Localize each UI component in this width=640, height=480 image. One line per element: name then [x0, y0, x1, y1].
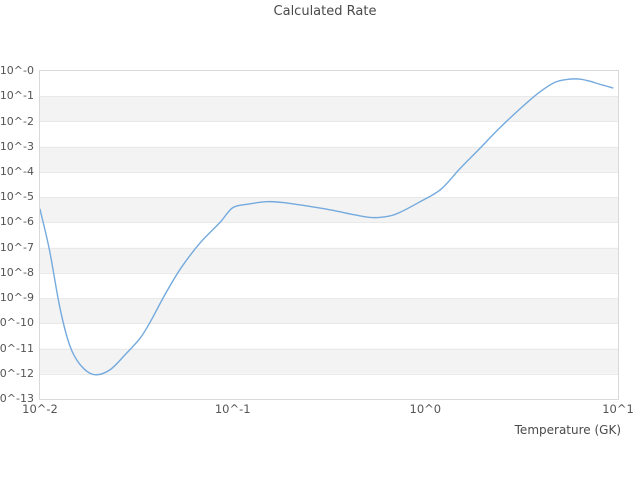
decade-band [40, 171, 618, 198]
y-tick-label: 10^-5 [0, 190, 34, 204]
decade-band [40, 247, 618, 273]
x-tick-label: 10^-1 [214, 402, 251, 416]
decade-band [40, 323, 618, 349]
rate-curve [40, 78, 614, 376]
decade-band [40, 272, 618, 299]
decade-band [40, 146, 618, 172]
decade-band [40, 96, 618, 122]
y-tick-label: 10^-9 [0, 291, 34, 305]
decade-band [40, 121, 618, 147]
decade-band [40, 71, 618, 97]
x-tick-label: 10^1 [602, 402, 634, 416]
decade-band [40, 298, 618, 324]
x-tick-label: 10^-2 [22, 402, 58, 416]
y-tick-label: 10^-4 [0, 164, 34, 178]
y-tick-label: 10^-1 [0, 89, 34, 103]
chart-title: Calculated Rate [273, 4, 377, 19]
y-tick-label: 10^-12 [0, 366, 34, 380]
y-tick-label: 10^-8 [0, 265, 34, 279]
y-tick-label: 10^-0 [0, 64, 34, 77]
y-tick-label: 10^-10 [0, 316, 34, 330]
decade-band [40, 222, 618, 248]
y-tick-label: 10^-2 [0, 114, 34, 128]
x-axis-label: Temperature (GK) [514, 423, 621, 437]
plot-area [39, 70, 619, 400]
x-tick-label: 10^0 [409, 402, 442, 416]
y-tick-label: 10^-7 [0, 240, 34, 254]
y-tick-label: 10^-6 [0, 215, 34, 229]
decade-band [40, 373, 618, 399]
y-tick-label: 10^-11 [0, 341, 34, 355]
y-tick-label: 10^-3 [0, 139, 34, 153]
plot-canvas [40, 71, 618, 399]
decade-band [40, 348, 618, 374]
y-tick-label: 10^-13 [0, 392, 34, 405]
